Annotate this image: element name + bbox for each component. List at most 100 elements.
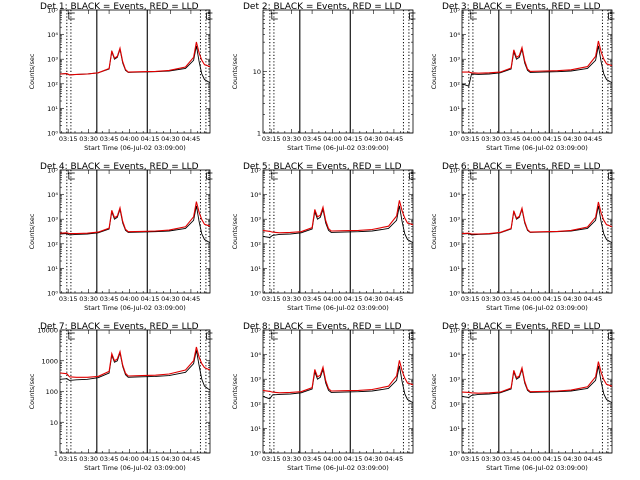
y-tick-label: 10⁵ (250, 167, 261, 175)
x-tick-label: 03:30 (79, 135, 98, 143)
y-tick-label: 10⁵ (250, 327, 261, 335)
series-lld-line (461, 361, 613, 394)
y-tick-label: 10⁰ (449, 450, 460, 458)
interval-flag (470, 172, 477, 180)
x-axis-label: Start Time (06-Jul-02 03:09:00) (84, 304, 186, 312)
y-tick-label: 10³ (449, 216, 460, 224)
x-tick-label: 04:45 (182, 455, 201, 463)
y-tick-label: 10¹ (449, 265, 460, 273)
plot-frame (461, 9, 613, 134)
panel-4: Det 4: BLACK = Events, RED = LLD 10⁰ 10¹ 10… (28, 162, 213, 312)
x-tick-label: 04:00 (323, 455, 342, 463)
x-tick-label: 03:15 (461, 135, 480, 143)
panel-title: Det 5: BLACK = Events, RED = LLD (243, 162, 402, 172)
x-tick-label: 04:00 (120, 455, 139, 463)
interval-flag (206, 12, 213, 20)
interval-flag (470, 12, 477, 20)
x-tick-label: 03:30 (79, 295, 98, 303)
y-tick-label: 10² (47, 240, 58, 248)
plot-frame (262, 169, 414, 294)
interval-flag (271, 172, 278, 180)
panel-8: Det 8: BLACK = Events, RED = LLD 10⁰ 10¹ 10… (231, 322, 416, 472)
y-tick-label: 10³ (47, 216, 58, 224)
x-axis-label: Start Time (06-Jul-02 03:09:00) (84, 464, 186, 472)
x-tick-label: 04:00 (323, 135, 342, 143)
x-tick-label: 04:15 (344, 135, 363, 143)
x-tick-label: 04:15 (344, 295, 363, 303)
panel-title: Det 9: BLACK = Events, RED = LLD (442, 322, 601, 332)
x-axis-label: Start Time (06-Jul-02 03:09:00) (486, 144, 588, 152)
y-tick-label: 1 (257, 130, 261, 138)
y-axis-label: Counts/sec (430, 53, 438, 89)
series-lld-line (59, 346, 211, 378)
x-tick-label: 04:45 (385, 455, 404, 463)
y-tick-label: 10¹ (47, 265, 58, 273)
interval-flag (409, 12, 416, 20)
x-tick-label: 03:30 (282, 135, 301, 143)
x-axis-label: Start Time (06-Jul-02 03:09:00) (486, 464, 588, 472)
interval-flag (206, 172, 213, 180)
x-tick-label: 04:15 (543, 135, 562, 143)
y-tick-label: 10⁴ (250, 351, 261, 359)
panel-6: Det 6: BLACK = Events, RED = LLD 10⁰ 10¹ 10… (430, 162, 615, 312)
y-tick-label: 10¹ (250, 425, 261, 433)
panel-title: Det 1: BLACK = Events, RED = LLD (40, 2, 199, 12)
y-axis-label: Counts/sec (231, 213, 239, 249)
x-tick-label: 04:45 (584, 455, 603, 463)
plot-frame (262, 329, 414, 454)
x-tick-label: 04:00 (323, 295, 342, 303)
x-tick-label: 04:00 (522, 455, 541, 463)
series-lld-line (262, 360, 414, 394)
interval-flag (470, 332, 477, 340)
x-axis-label: Start Time (06-Jul-02 03:09:00) (287, 464, 389, 472)
y-tick-label: 10¹ (449, 425, 460, 433)
y-tick-label: 10⁰ (449, 290, 460, 298)
x-tick-label: 04:45 (385, 295, 404, 303)
y-tick-label: 10³ (47, 56, 58, 64)
interval-flag (409, 332, 416, 340)
y-tick-label: 1 (54, 450, 58, 458)
x-tick-label: 04:30 (364, 455, 383, 463)
x-tick-label: 04:30 (161, 295, 180, 303)
panel-2: Det 2: BLACK = Events, RED = LLD 1 10 03:15… (231, 2, 416, 152)
y-tick-label: 10⁰ (250, 290, 261, 298)
x-axis-label: Start Time (06-Jul-02 03:09:00) (84, 144, 186, 152)
y-tick-label: 10³ (449, 376, 460, 384)
panel-title: Det 8: BLACK = Events, RED = LLD (243, 322, 402, 332)
interval-flag (271, 332, 278, 340)
x-tick-label: 03:45 (100, 135, 119, 143)
y-axis-label: Counts/sec (231, 373, 239, 409)
panel-1: Det 1: BLACK = Events, RED = LLD 10⁰ 10¹ 10… (28, 2, 213, 152)
x-tick-label: 03:45 (502, 295, 521, 303)
y-tick-label: 10³ (449, 56, 460, 64)
interval-flag (206, 332, 213, 340)
interval-flag (608, 172, 615, 180)
y-axis-label: Counts/sec (28, 373, 36, 409)
series-lld-line (461, 201, 613, 235)
y-tick-label: 10⁴ (47, 191, 58, 199)
plot-frame (59, 9, 211, 134)
x-tick-label: 03:15 (262, 455, 281, 463)
interval-flag (68, 172, 75, 180)
y-axis-label: Counts/sec (231, 53, 239, 89)
y-tick-label: 10³ (250, 376, 261, 384)
series-events-line (59, 350, 211, 391)
y-tick-label: 10¹ (250, 265, 261, 273)
x-tick-label: 04:15 (141, 455, 160, 463)
y-tick-label: 10¹ (47, 105, 58, 113)
x-tick-label: 03:15 (461, 295, 480, 303)
x-tick-label: 03:45 (502, 455, 521, 463)
x-tick-label: 03:15 (262, 135, 281, 143)
x-tick-label: 04:15 (543, 295, 562, 303)
x-tick-label: 04:15 (344, 455, 363, 463)
interval-flag (608, 332, 615, 340)
x-tick-label: 03:45 (100, 295, 119, 303)
x-tick-label: 03:30 (282, 295, 301, 303)
x-tick-label: 04:45 (182, 295, 201, 303)
x-tick-label: 03:45 (502, 135, 521, 143)
x-tick-label: 04:15 (543, 455, 562, 463)
panel-9: Det 9: BLACK = Events, RED = LLD 10⁰ 10¹ 10… (430, 322, 615, 472)
y-axis-label: Counts/sec (430, 373, 438, 409)
y-tick-label: 10000 (37, 327, 58, 335)
